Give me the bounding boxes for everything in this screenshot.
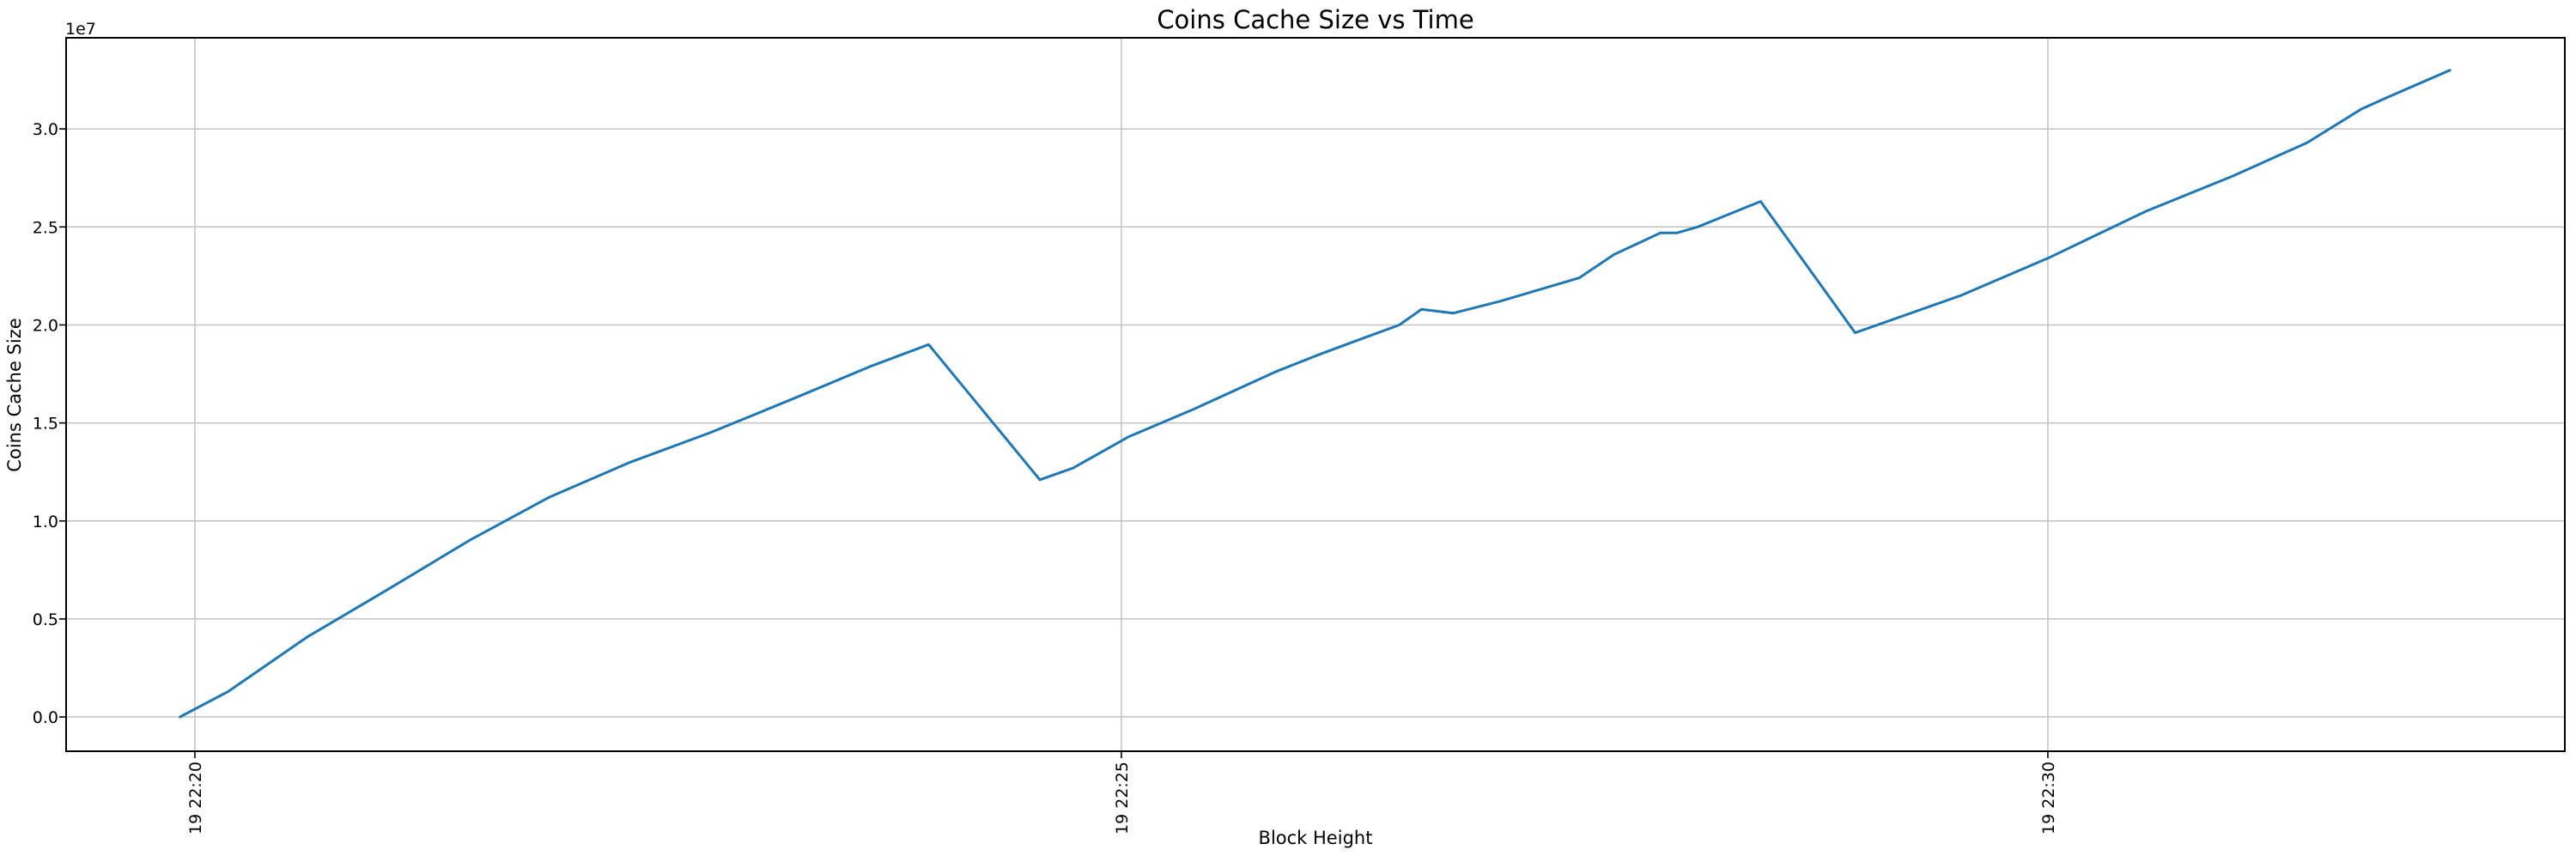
x-tick-label: 19 22:20 [186, 762, 205, 835]
axes-spines [65, 37, 2566, 752]
y-axis-label: Coins Cache Size [4, 318, 25, 471]
y-tick-label: 1.5 [33, 415, 58, 434]
axis-layer: 19 22:20 19 22:25 19 22:30 0.0 0.5 1.0 1.5 2.0 2… [33, 37, 2566, 835]
data-line [179, 69, 2451, 719]
y-tick-label: 2.5 [33, 218, 58, 237]
y-tick-label: 0.5 [33, 610, 58, 629]
y-axis-offset-label: 1e7 [65, 20, 96, 39]
chart-title: Coins Cache Size vs Time [1157, 5, 1473, 34]
grid-layer [66, 38, 2565, 751]
y-tick-label: 0.0 [33, 708, 58, 727]
x-tick-label: 19 22:25 [1113, 762, 1132, 835]
x-tick-label: 19 22:30 [2039, 762, 2058, 835]
data-layer [179, 69, 2451, 719]
y-tick-label: 1.0 [33, 513, 58, 531]
y-tick-label: 3.0 [33, 120, 58, 139]
x-axis-label: Block Height [1259, 828, 1373, 848]
y-tick-label: 2.0 [33, 316, 58, 335]
